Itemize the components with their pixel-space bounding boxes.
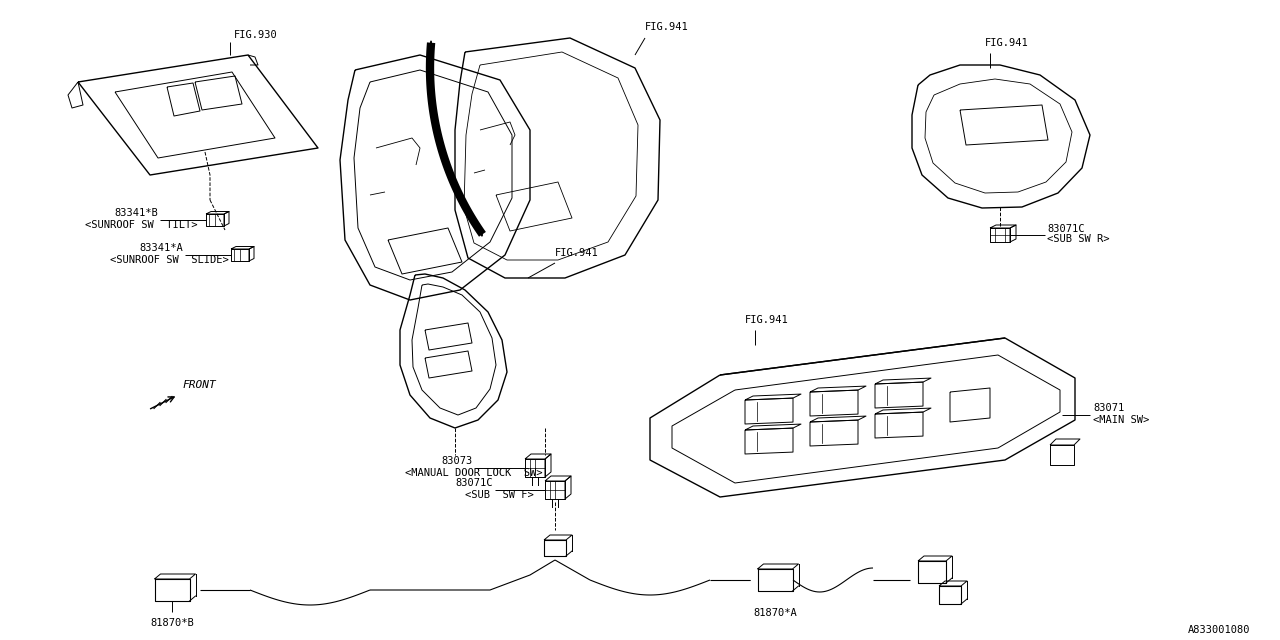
Text: FIG.941: FIG.941: [645, 22, 689, 32]
Text: 83071C: 83071C: [456, 478, 493, 488]
Text: A833001080: A833001080: [1188, 625, 1251, 635]
Text: 81870*B: 81870*B: [150, 618, 193, 628]
Text: 83073: 83073: [442, 456, 474, 466]
Text: FIG.941: FIG.941: [986, 38, 1029, 48]
Text: FIG.930: FIG.930: [234, 30, 278, 40]
Text: FIG.941: FIG.941: [745, 315, 788, 325]
Text: FIG.941: FIG.941: [556, 248, 599, 258]
Text: <MANUAL DOOR LOCK  SW>: <MANUAL DOOR LOCK SW>: [404, 468, 543, 478]
Text: <SUNROOF SW  TILT>: <SUNROOF SW TILT>: [84, 220, 197, 230]
Text: 83341*B: 83341*B: [114, 208, 157, 218]
Text: <SUB SW R>: <SUB SW R>: [1047, 234, 1110, 244]
Text: <MAIN SW>: <MAIN SW>: [1093, 415, 1149, 425]
Text: <SUB  SW F>: <SUB SW F>: [465, 490, 534, 500]
Text: FRONT: FRONT: [182, 380, 216, 390]
Text: 83071C: 83071C: [1047, 224, 1084, 234]
Text: 83341*A: 83341*A: [140, 243, 183, 253]
Text: 81870*A: 81870*A: [753, 608, 797, 618]
Text: 83071: 83071: [1093, 403, 1124, 413]
Text: <SUNROOF SW  SLIDE>: <SUNROOF SW SLIDE>: [110, 255, 229, 265]
